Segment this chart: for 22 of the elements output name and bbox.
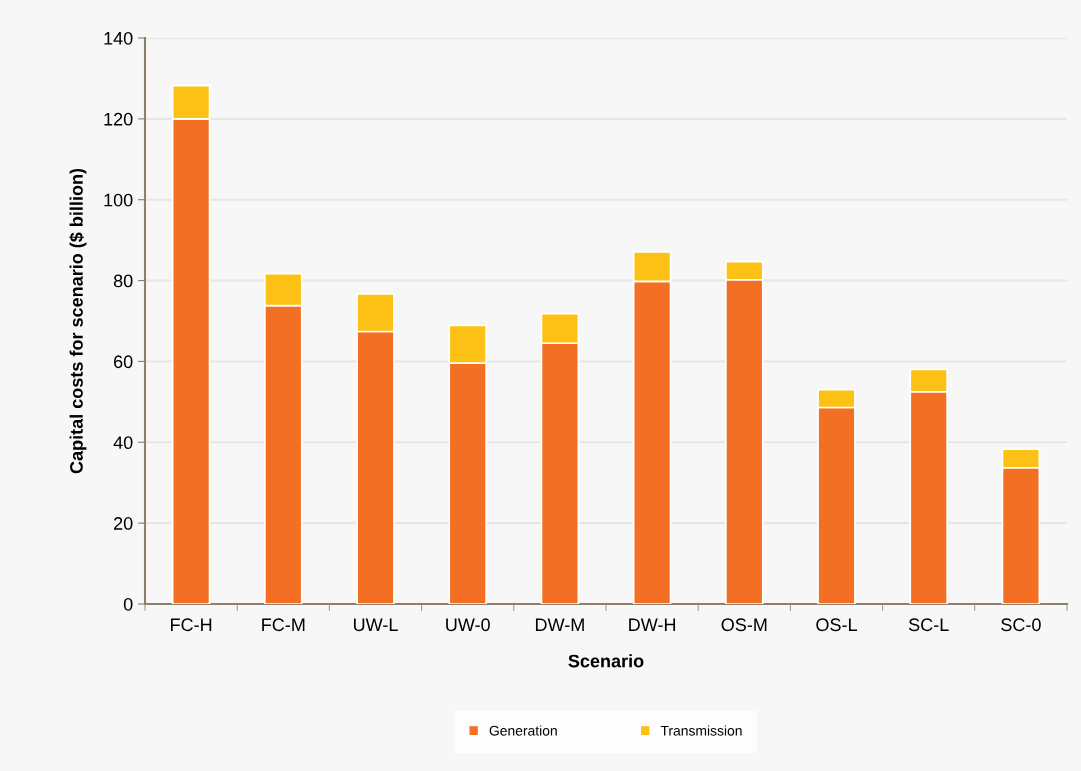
y-tick-label: 0 <box>123 597 133 611</box>
legend-label: Generation <box>489 725 557 736</box>
x-axis-title: Scenario <box>568 654 644 668</box>
y-tick-label: 100 <box>104 193 133 207</box>
y-tick-label: 20 <box>114 517 133 530</box>
legend-label: Transmission <box>660 725 742 736</box>
x-tick-label: DW-H <box>629 618 676 631</box>
x-tick-label: FC-M <box>262 618 305 632</box>
y-tick-label: 120 <box>104 112 133 126</box>
y-tick-label: 60 <box>114 355 133 369</box>
x-tick-label: UW-L <box>353 618 398 632</box>
x-tick-label: UW-0 <box>446 618 490 632</box>
x-tick-label: OS-L <box>816 618 857 632</box>
y-tick-label: 40 <box>113 436 133 450</box>
y-axis-title: Capital costs for scenario ($ billion) <box>69 168 87 474</box>
x-tick-label: SC-0 <box>1001 618 1041 632</box>
x-tick-label: FC-H <box>171 618 212 632</box>
y-tick-label: 80 <box>113 274 133 288</box>
y-tick-label: 140 <box>104 31 133 45</box>
x-tick-label: OS-M <box>721 618 767 632</box>
x-tick-label: DW-M <box>535 618 584 631</box>
x-tick-label: SC-L <box>908 618 949 632</box>
